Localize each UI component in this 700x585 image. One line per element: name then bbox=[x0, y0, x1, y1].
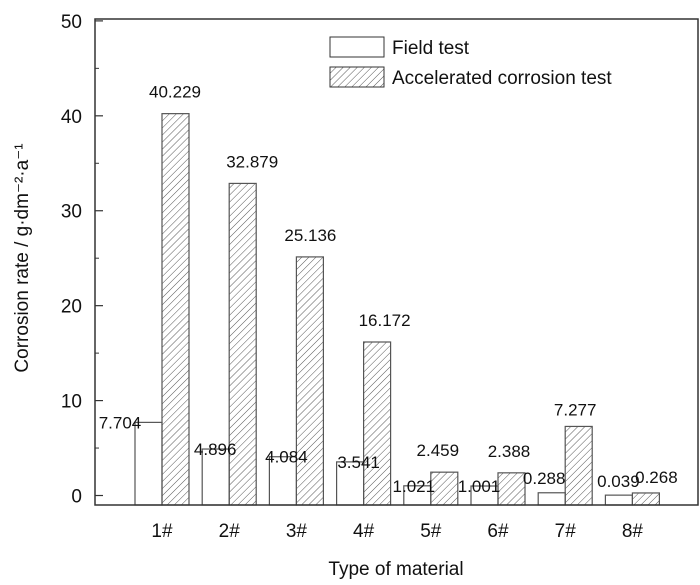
bar-accelerated-test bbox=[497, 472, 526, 506]
data-label: 2.388 bbox=[488, 442, 531, 461]
y-tick-label: 20 bbox=[61, 297, 82, 318]
x-tick-label: 8# bbox=[622, 521, 644, 542]
bar-accelerated-test bbox=[631, 492, 661, 506]
bar-field-test bbox=[604, 494, 634, 506]
legend-swatch-accelerated bbox=[329, 66, 385, 88]
data-label: 16.172 bbox=[359, 311, 411, 330]
legend-swatch-field-test bbox=[329, 36, 385, 58]
x-tick-label: 4# bbox=[353, 521, 375, 542]
data-label: 1.001 bbox=[458, 477, 501, 496]
legend-label-field-test: Field test bbox=[392, 38, 470, 59]
x-tick-label: 5# bbox=[420, 521, 442, 542]
bar-field-test bbox=[537, 492, 566, 506]
y-tick-label: 30 bbox=[61, 202, 82, 223]
y-tick-label: 40 bbox=[61, 107, 82, 128]
data-label: 1.021 bbox=[393, 477, 436, 496]
x-tick-label: 7# bbox=[555, 521, 577, 542]
bar-field-test bbox=[201, 448, 230, 506]
x-tick-label: 3# bbox=[286, 521, 308, 542]
x-tick-label: 2# bbox=[219, 521, 241, 542]
bar-accelerated-test bbox=[228, 182, 257, 506]
data-label: 7.277 bbox=[554, 400, 597, 419]
x-axis-title: Type of material bbox=[328, 559, 463, 580]
y-tick-label: 0 bbox=[71, 487, 82, 508]
bar-accelerated-test bbox=[363, 341, 392, 506]
bar-accelerated-test bbox=[295, 256, 324, 506]
data-label: 32.879 bbox=[226, 152, 278, 171]
x-tick-label: 1# bbox=[151, 521, 173, 542]
data-label: 4.896 bbox=[194, 440, 237, 459]
data-label: 2.459 bbox=[417, 441, 460, 460]
legend-label-accelerated: Accelerated corrosion test bbox=[392, 68, 612, 89]
data-label: 7.704 bbox=[99, 413, 142, 432]
data-label: 4.084 bbox=[265, 448, 308, 467]
y-tick-label: 10 bbox=[61, 392, 82, 413]
plot-frame bbox=[94, 18, 699, 506]
data-label: 3.541 bbox=[337, 453, 380, 472]
data-label: 0.268 bbox=[635, 468, 678, 487]
bar-accelerated-test bbox=[161, 113, 190, 506]
data-label: 0.288 bbox=[523, 469, 566, 488]
data-label: 40.229 bbox=[149, 83, 201, 102]
y-axis-title: Corrosion rate / g·dm⁻²·a⁻¹ bbox=[12, 143, 33, 372]
bar-field-test bbox=[134, 421, 163, 506]
bar-accelerated-test bbox=[564, 425, 593, 506]
legend: Field test Accelerated corrosion test bbox=[329, 36, 612, 89]
data-label: 0.039 bbox=[597, 472, 640, 491]
y-tick-label: 50 bbox=[61, 12, 82, 33]
x-tick-label: 6# bbox=[487, 521, 509, 542]
data-label: 25.136 bbox=[284, 226, 336, 245]
